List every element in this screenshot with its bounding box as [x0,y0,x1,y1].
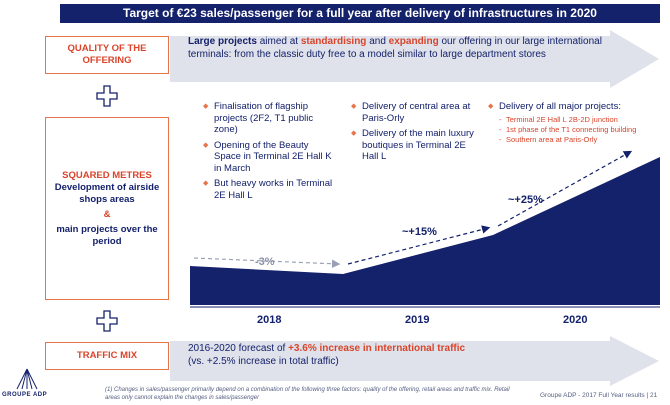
traffic-text-3: (vs. +2.5% increase in total traffic) [188,355,339,367]
growth-chart [190,150,660,308]
list-2018: Finalisation of flagship projects (2F2, … [203,101,333,205]
list-item: Delivery of the main luxury boutiques in… [351,128,476,163]
groupe-adp-logo-icon [16,368,38,390]
quality-text-red-1: standardising [300,36,367,47]
sublist-item: 1st phase of the T1 connecting building [499,125,658,134]
quality-label-box: QUALITY OF THE OFFERING [45,36,169,74]
pct-label-2019: ~+15% [402,226,437,238]
list-item: Delivery of central area at Paris-Orly [351,101,476,124]
quality-text-bold: Large projects [188,36,257,47]
x-tick-2020: 2020 [563,314,588,326]
x-tick-2019: 2019 [405,314,430,326]
list-2019: Delivery of central area at Paris-Orly D… [351,101,476,167]
traffic-text-1: 2016-2020 forecast of [188,343,289,354]
list-2020: Delivery of all major projects: Terminal… [488,101,658,148]
squared-label-title: SQUARED METRES [62,169,152,181]
quality-arrow-shape [170,30,659,88]
squared-label-line2: Development of airside shops areas [54,181,160,205]
list-item-main: Delivery of all major projects: [499,101,621,112]
quality-text-red-2: expanding [388,36,439,47]
traffic-label-box: TRAFFIC MIX [45,342,169,370]
pct-label-2020: ~+25% [508,194,543,206]
traffic-description: 2016-2020 forecast of +3.6% increase in … [188,343,608,368]
traffic-arrow-shape [170,336,659,386]
squared-label-amp: & [103,208,111,220]
dashed-arrow-2019 [347,225,491,265]
quality-text-2: aimed at [256,36,301,47]
dashed-arrow-2018 [193,257,341,268]
list-item: But heavy works in Terminal 2E Hall L [203,178,333,201]
quality-text-6: our offering in our large international … [188,36,602,60]
traffic-label: TRAFFIC MIX [76,350,138,361]
traffic-text-red: +3.6% increase in international traffic [288,343,466,354]
quality-text-4: and [366,36,389,47]
sublist-item: Southern area at Paris-Orly [499,135,658,144]
footnote: (1) Changes in sales/passenger primarily… [105,387,510,401]
plus-icon [96,310,118,332]
plus-icon [96,85,118,107]
sublist-2020: Terminal 2E Hall L 2B-2D junction 1st ph… [499,115,658,144]
quality-description: Large projects aimed at standardising an… [188,36,608,61]
area-shape [190,157,660,305]
x-tick-2018: 2018 [257,314,282,326]
footer-page-info: Groupe ADP - 2017 Full Year results | 21 [540,392,658,399]
squared-label-line3: main projects over the period [56,223,158,247]
pct-label-2018: -3% [255,256,275,268]
list-item: Delivery of all major projects: Terminal… [488,101,658,144]
squared-label-box: SQUARED METRES Development of airside sh… [45,117,169,300]
list-item: Opening of the Beauty Space in Terminal … [203,140,333,175]
quality-label: QUALITY OF THE OFFERING [67,43,147,66]
page-title-banner: Target of €23 sales/passenger for a full… [60,4,660,23]
sublist-item: Terminal 2E Hall L 2B-2D junction [499,115,658,124]
list-item: Finalisation of flagship projects (2F2, … [203,101,333,136]
dashed-arrow-2020 [497,150,633,227]
logo-text: GROUPE ADP [2,392,48,398]
